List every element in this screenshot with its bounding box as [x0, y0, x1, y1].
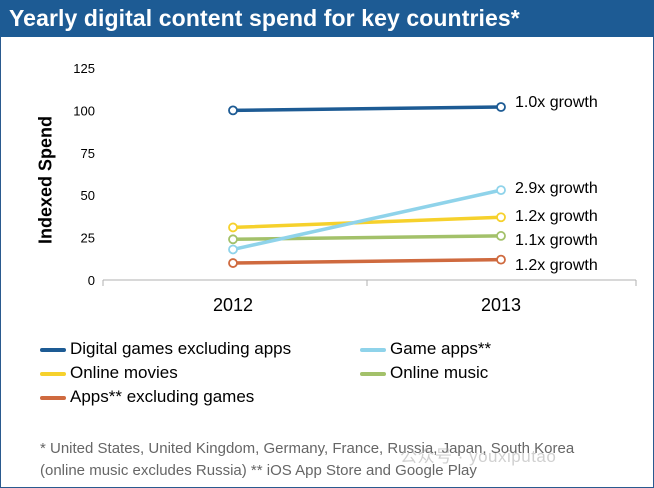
data-point-2-2013 — [496, 212, 506, 223]
x-tick-label-2013: 2013 — [481, 295, 521, 315]
legend-swatch-online-music — [360, 372, 386, 376]
data-point-0-2012 — [228, 105, 238, 116]
legend-label-apps-excluding-games: Apps** excluding games — [70, 387, 255, 406]
series-line-2 — [231, 215, 503, 230]
data-point-1-2012 — [228, 244, 238, 255]
legend-swatch-digital-games — [40, 348, 66, 352]
y-tick-label-0: 0 — [88, 273, 95, 288]
growth-annotation-3: 1.1x growth — [515, 232, 598, 249]
y-tick-label-25: 25 — [81, 231, 95, 246]
title-bar: Yearly digital content spend for key cou… — [0, 0, 654, 37]
watermark: 公众号 · youxiputao — [400, 447, 557, 466]
data-point-1-2013 — [496, 185, 506, 196]
growth-annotation-1: 2.9x growth — [515, 180, 598, 197]
legend-swatch-online-movies — [40, 372, 66, 376]
data-point-3-2012 — [228, 234, 238, 245]
data-point-0-2013 — [496, 102, 506, 112]
legend-swatch-apps-excluding-games — [40, 396, 66, 400]
footnote-sources: (online music excludes Russia) ** iOS Ap… — [40, 462, 477, 479]
growth-annotation-2: 1.2x growth — [515, 208, 598, 225]
legend-label-online-movies: Online movies — [70, 363, 178, 382]
chart-title: Yearly digital content spend for key cou… — [9, 5, 520, 31]
series-line-0 — [231, 105, 503, 113]
series-line-1 — [231, 188, 503, 252]
y-tick-label-125: 125 — [73, 61, 95, 76]
series-line-4 — [231, 257, 503, 265]
footnote-countries: * United States, United Kingdom, Germany… — [40, 440, 575, 457]
y-tick-label-100: 100 — [73, 103, 95, 118]
data-point-3-2013 — [496, 231, 506, 241]
x-tick-label-2012: 2012 — [213, 295, 253, 315]
legend-label-digital-games: Digital games excluding apps — [70, 339, 292, 358]
growth-annotation-0: 1.0x growth — [515, 94, 598, 111]
y-tick-label-75: 75 — [81, 146, 95, 161]
data-point-4-2012 — [228, 258, 238, 268]
legend-label-online-music: Online music — [390, 363, 489, 382]
y-tick-label-50: 50 — [81, 188, 95, 203]
data-point-2-2012 — [228, 222, 238, 233]
growth-annotation-4: 1.2x growth — [515, 257, 598, 274]
line-chart: 0 25 50 75 100 125 2012 2013 1.0x growth 2.9x gro… — [73, 61, 637, 315]
data-point-4-2013 — [496, 254, 506, 265]
legend-swatch-game-apps — [360, 348, 386, 352]
legend-label-game-apps: Game apps** — [390, 339, 492, 358]
